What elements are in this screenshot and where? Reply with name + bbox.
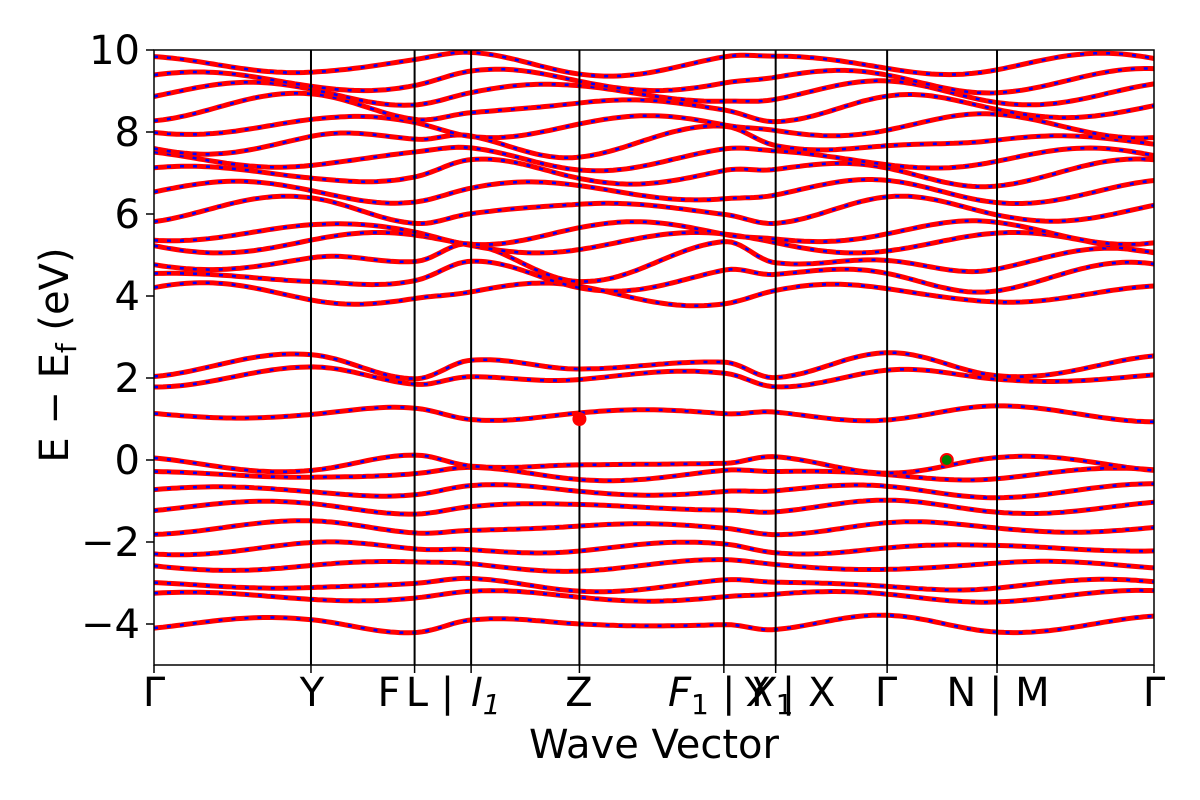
band-line-dashed: [153, 589, 1155, 604]
kpt-label-l-sep: L |: [406, 670, 454, 716]
band-line: [153, 230, 1155, 256]
band-line: [153, 144, 1155, 174]
kpt-label-z: Z: [565, 670, 592, 716]
kpt-label-y: Y: [299, 670, 325, 716]
cbm-marker: [572, 412, 587, 426]
kpt-label-x1-main: | X: [722, 670, 777, 716]
kpt-label-gamma-3: Γ: [1143, 670, 1166, 716]
kpt-label-gamma-2: Γ: [875, 670, 898, 716]
band-line: [153, 177, 1155, 206]
kpt-label-f1-sub: 1: [691, 688, 709, 721]
band-line-dashed: [153, 124, 1155, 160]
band-line: [153, 49, 1155, 79]
band-line: [153, 587, 1155, 605]
kpt-label-gamma-1: Γ: [143, 670, 166, 716]
band-line-dashed: [153, 558, 1155, 573]
kpt-label-f1: F1: [668, 670, 709, 721]
y-tick-label: 0: [115, 438, 140, 484]
kpt-label-n-m: N | M: [946, 670, 1049, 716]
kpt-label-i1: I1: [471, 670, 501, 721]
band-line-dashed: [153, 351, 1155, 380]
bands-layer: [153, 49, 1155, 636]
band-line: [153, 111, 1155, 141]
band-line-dashed: [153, 92, 1155, 123]
y-tick-label: 8: [115, 110, 140, 156]
plot-frame: [153, 49, 1155, 666]
band-line: [153, 518, 1155, 538]
y-tick-label: −2: [81, 520, 140, 566]
band-line-dashed: [153, 259, 1155, 294]
kpt-label-i1-sub: 1: [483, 688, 501, 721]
kpath-lines: [309, 50, 999, 665]
band-line-dashed: [153, 577, 1155, 593]
band-line: [153, 612, 1155, 636]
markers-layer: [572, 412, 954, 467]
band-line: [153, 218, 1155, 248]
band-line: [153, 557, 1155, 574]
kpt-label-y-x: Y | X: [744, 670, 836, 716]
vbm-marker: [939, 453, 954, 467]
y-tick-label: 6: [115, 192, 140, 238]
band-line: [153, 193, 1155, 227]
band-line: [153, 280, 1155, 309]
y-axis-label: E − Ef (eV): [32, 247, 83, 462]
band-line: [154, 364, 1155, 390]
band-line-dashed: [153, 466, 1155, 482]
band-line: [153, 403, 1154, 425]
y-tick-label: −4: [81, 602, 140, 648]
band-line: [153, 481, 1154, 501]
y-axis-label-main: E − E: [32, 353, 78, 463]
x-axis-label: Wave Vector: [529, 722, 780, 768]
band-line: [153, 575, 1155, 595]
kpt-label-x1: | X1: [722, 670, 793, 721]
band-line: [153, 123, 1155, 161]
band-line: [153, 156, 1155, 190]
band-line: [153, 239, 1155, 285]
y-axis-label-unit: (eV): [32, 247, 78, 343]
kpt-label-x1-sub: 1: [776, 688, 794, 721]
y-axis-label-sub: f: [50, 342, 83, 353]
band-line: [153, 497, 1155, 517]
x-axis-ticks: [153, 665, 1155, 673]
y-tick-label: 10: [89, 28, 140, 74]
band-line: [153, 78, 1155, 108]
kpt-label-l: L |: [406, 670, 454, 716]
y-tick-label: 4: [115, 274, 140, 320]
band-line-dashed: [153, 194, 1155, 225]
band-line: [153, 452, 1155, 476]
band-line: [153, 539, 1155, 558]
band-line: [153, 66, 1155, 96]
y-axis-ticks: −4 −2 0 2 4 6 8 10: [81, 28, 154, 648]
y-tick-label: 2: [115, 356, 140, 402]
kpt-label-i1-main: I: [471, 670, 483, 716]
kpt-label-f: F: [377, 670, 400, 716]
kpt-label-f1-main: F: [668, 670, 692, 716]
